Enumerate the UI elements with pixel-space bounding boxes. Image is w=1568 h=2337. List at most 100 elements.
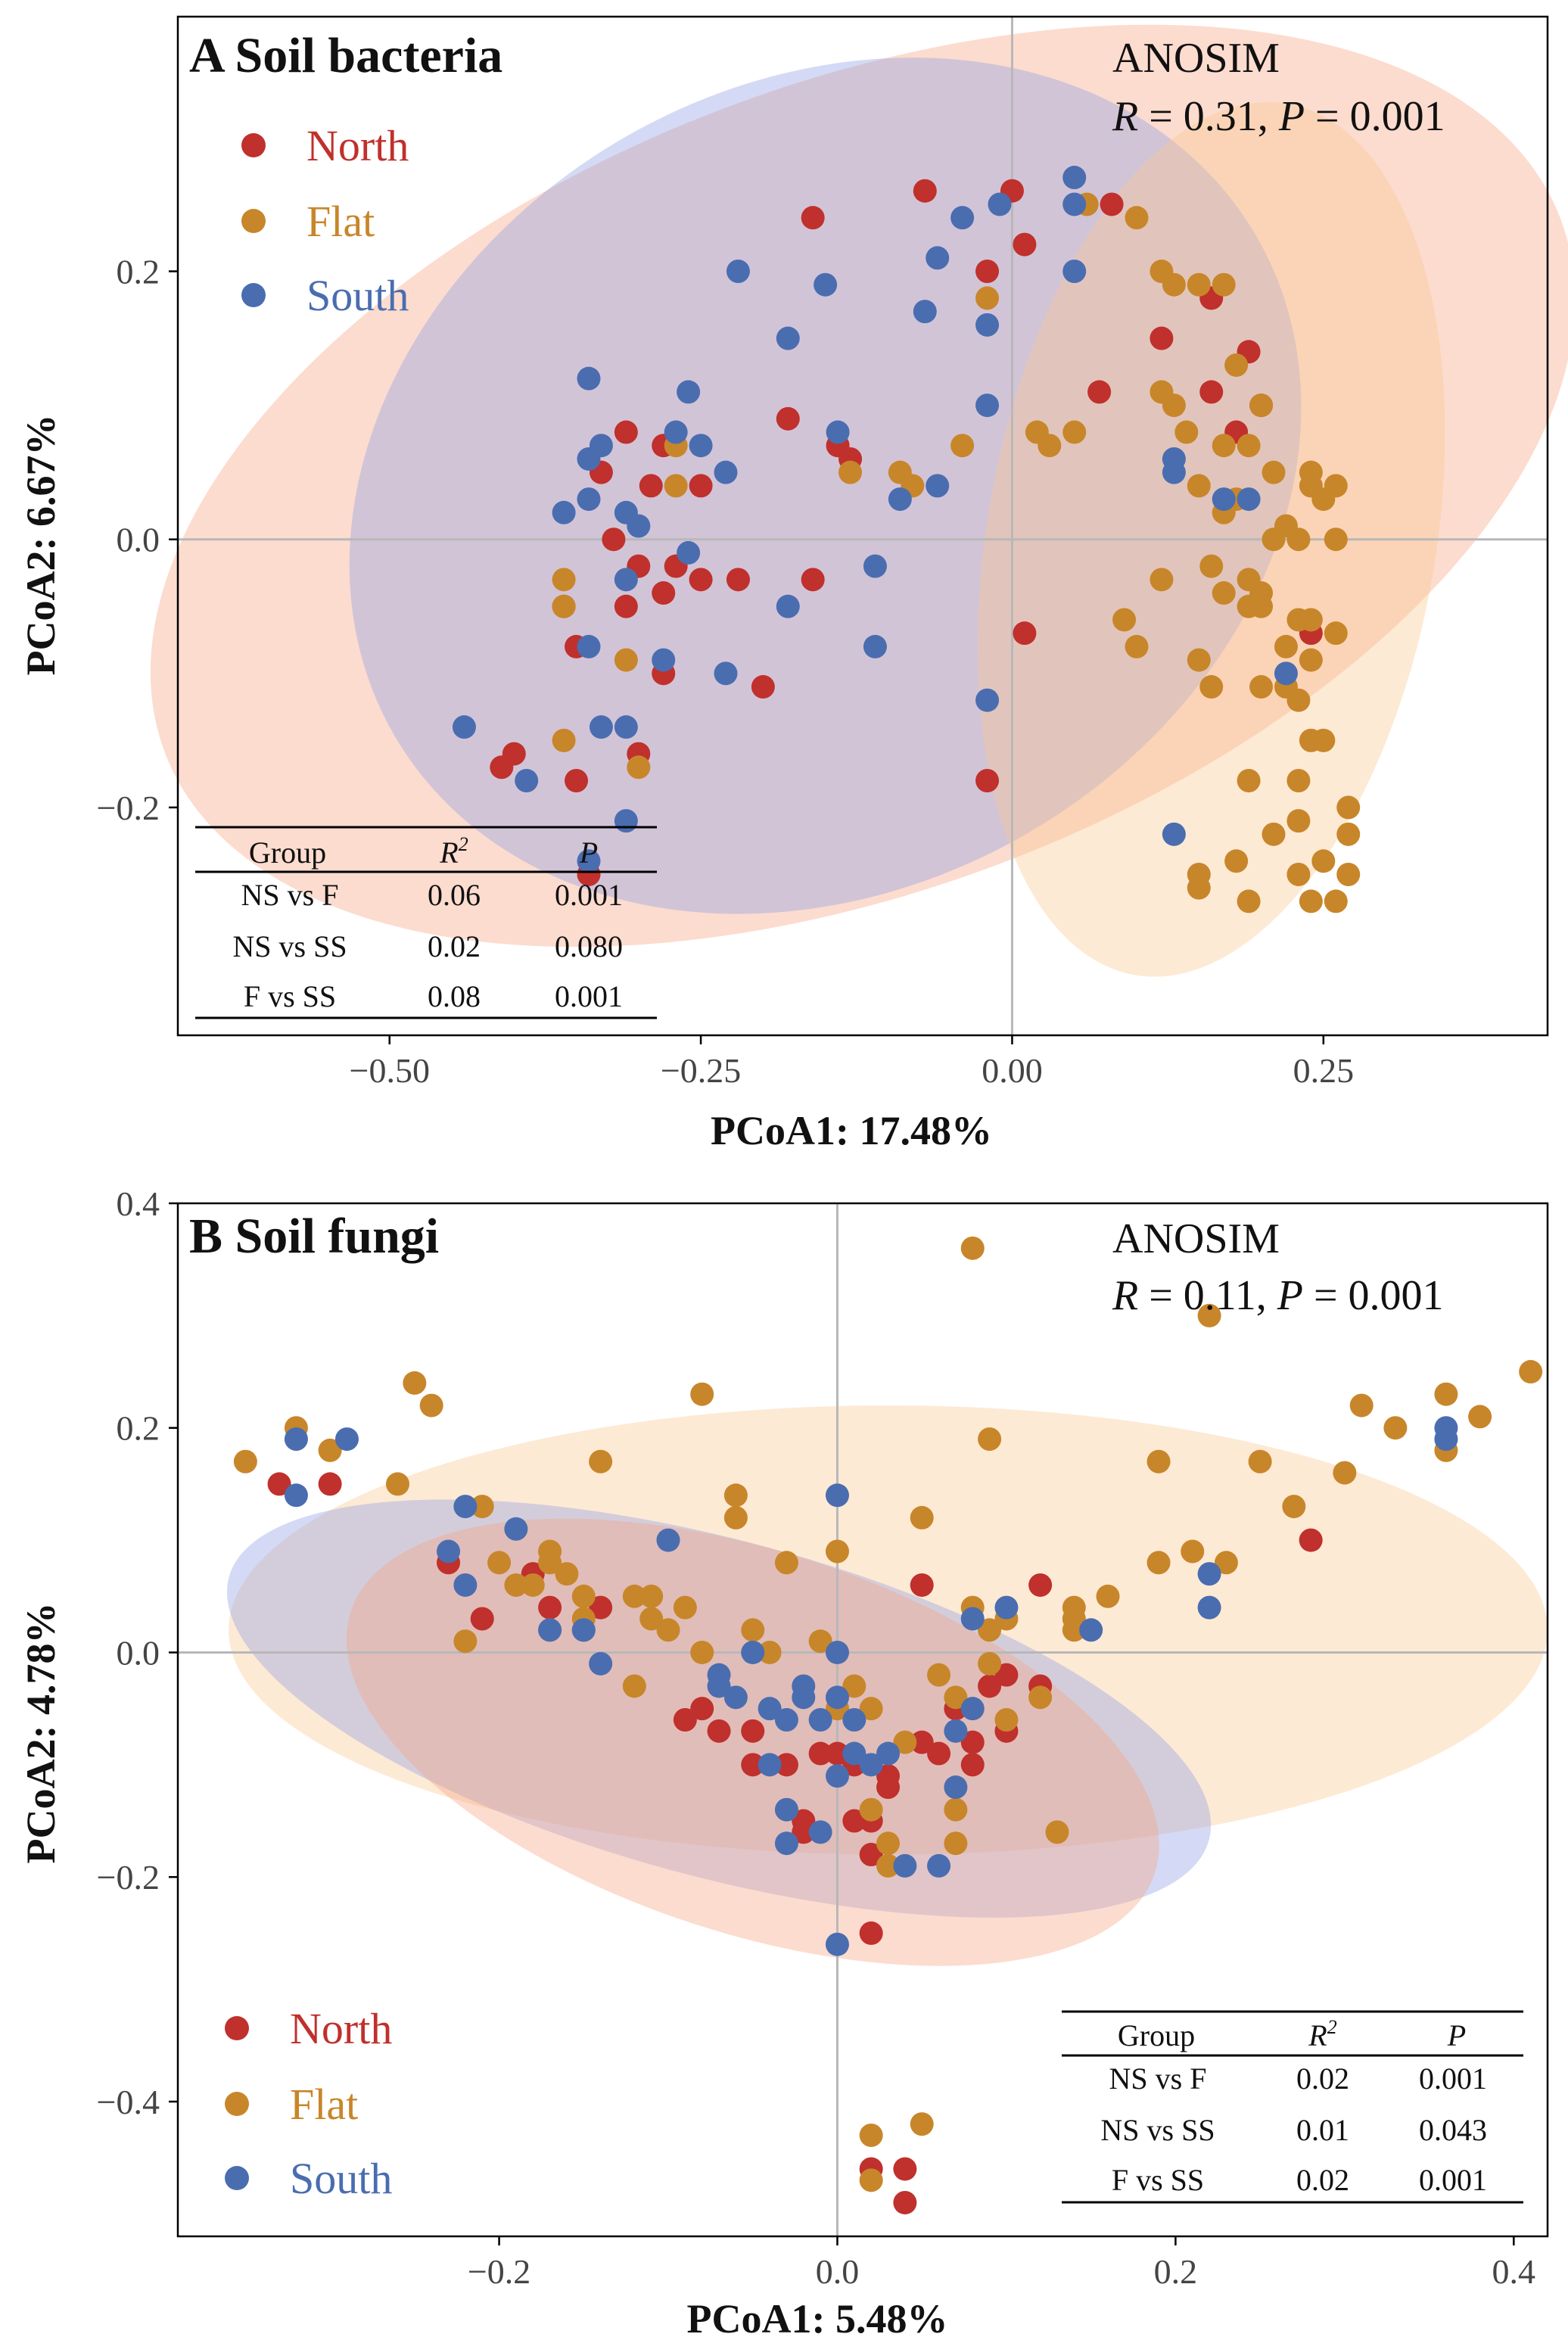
- point-flat: [927, 1663, 951, 1687]
- table-row-p: 0.043: [1419, 2113, 1487, 2147]
- point-flat: [1262, 460, 1286, 484]
- point-flat: [555, 1562, 579, 1586]
- point-south: [453, 1495, 478, 1519]
- legend-flat-marker: [241, 209, 266, 233]
- point-south: [842, 1708, 866, 1732]
- point-north: [639, 474, 663, 498]
- table-row-label: NS vs F: [1109, 2062, 1207, 2096]
- panel-a-soil-bacteria: −0.50 −0.25 0.00 0.25 −0.2 0.0 0.2 A Soil bact…: [18, 15, 1568, 1153]
- point-north: [801, 568, 825, 592]
- point-south: [863, 554, 887, 578]
- point-flat: [910, 1505, 934, 1529]
- point-flat: [1045, 1820, 1069, 1844]
- point-north: [673, 1708, 697, 1732]
- point-south: [876, 1741, 901, 1766]
- point-flat: [1286, 809, 1311, 833]
- point-north: [975, 769, 1000, 792]
- point-flat: [1383, 1416, 1408, 1440]
- point-south: [589, 1651, 613, 1676]
- table-row-p: 0.001: [1419, 2062, 1487, 2096]
- point-south: [826, 420, 850, 444]
- point-south: [960, 1607, 985, 1631]
- point-flat: [504, 1573, 528, 1597]
- table-row-label: F vs SS: [1112, 2163, 1204, 2197]
- point-south: [284, 1427, 308, 1452]
- point-south: [437, 1539, 461, 1564]
- point-flat: [403, 1371, 427, 1395]
- point-flat: [1333, 1461, 1357, 1485]
- point-south: [552, 500, 576, 524]
- point-flat: [1274, 514, 1298, 538]
- table-row-r2: 0.06: [428, 878, 481, 912]
- x-tick-label: 0.2: [1154, 2252, 1198, 2291]
- panel-a-legend: North Flat South: [241, 121, 409, 320]
- point-south: [677, 380, 701, 404]
- point-north: [876, 1764, 901, 1788]
- y-tick-label: 0.4: [117, 1184, 160, 1223]
- point-south: [1162, 822, 1186, 846]
- confidence-ellipse-flat: [229, 1405, 1548, 1855]
- point-south: [614, 809, 638, 833]
- point-flat: [842, 1674, 866, 1698]
- point-south: [825, 1932, 849, 1956]
- point-south: [689, 434, 713, 458]
- point-north: [741, 1719, 765, 1743]
- point-flat: [1311, 487, 1336, 512]
- panel-b-frame: [176, 1202, 1549, 2238]
- point-south: [774, 1708, 798, 1732]
- table-header-group: Group: [249, 836, 326, 870]
- point-flat: [1249, 394, 1274, 418]
- point-north: [565, 769, 589, 792]
- point-flat: [318, 1438, 342, 1462]
- point-flat: [233, 1449, 257, 1473]
- point-north: [726, 568, 750, 592]
- point-flat: [1311, 728, 1336, 752]
- legend-north-marker: [241, 133, 266, 157]
- point-flat: [385, 1472, 409, 1496]
- point-north: [707, 1719, 731, 1743]
- point-flat: [487, 1551, 512, 1575]
- point-flat: [1212, 581, 1236, 605]
- point-flat: [571, 1584, 596, 1608]
- point-flat: [589, 1449, 613, 1473]
- point-flat: [1299, 608, 1323, 632]
- point-south: [926, 246, 950, 270]
- point-flat: [1038, 434, 1062, 458]
- point-flat: [673, 1595, 697, 1620]
- point-flat: [1311, 849, 1336, 873]
- point-flat: [950, 434, 975, 458]
- point-south: [656, 1528, 680, 1552]
- point-north: [741, 1753, 765, 1777]
- point-flat: [1299, 648, 1323, 672]
- point-flat: [470, 1495, 494, 1519]
- point-south: [714, 460, 738, 484]
- point-south: [1079, 1618, 1103, 1642]
- point-flat: [723, 1483, 748, 1508]
- panel-b-ticks: −0.2 0.0 0.2 0.4 −0.4 −0.2 0.0 0.2 0.4: [97, 1184, 1536, 2291]
- point-flat: [1212, 434, 1236, 458]
- point-south: [944, 1775, 968, 1800]
- point-flat: [1112, 608, 1137, 632]
- table-row-r2: 0.08: [428, 979, 481, 1013]
- table-header-p: P: [579, 836, 598, 870]
- point-flat: [1286, 769, 1311, 792]
- point-south: [504, 1517, 528, 1541]
- point-flat: [622, 1584, 646, 1608]
- point-flat: [664, 474, 688, 498]
- table-row-r2: 0.02: [1296, 2163, 1349, 2197]
- panel-a-x-axis-label: PCoA1: 17.48%: [711, 1108, 992, 1153]
- panel-b-stats-table: Group R2 P NS vs F 0.02 0.001 NS vs SS 0…: [1062, 2010, 1523, 2204]
- point-flat: [1162, 394, 1186, 418]
- point-flat: [1146, 1551, 1171, 1575]
- point-flat: [1336, 862, 1361, 886]
- legend-south-marker: [241, 283, 266, 307]
- point-flat: [1519, 1360, 1543, 1384]
- point-flat: [1174, 420, 1199, 444]
- point-south: [577, 634, 601, 658]
- panel-b-soil-fungi: −0.2 0.0 0.2 0.4 −0.4 −0.2 0.0 0.2 0.4 B Soil fu…: [18, 1184, 1549, 2337]
- point-flat: [774, 1551, 798, 1575]
- point-south: [714, 661, 738, 686]
- panel-b-anosim-label: ANOSIM: [1112, 1215, 1280, 1262]
- point-flat: [825, 1539, 849, 1564]
